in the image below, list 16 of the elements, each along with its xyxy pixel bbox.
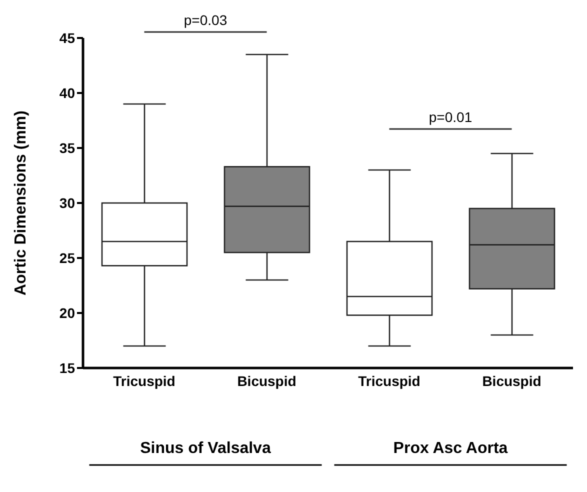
text: Sinus of Valsalva [140,440,271,457]
annotation: p=0.01 [428,109,472,125]
y-tick-label: 35 [59,140,76,156]
y-tick-label: 30 [59,194,76,211]
x-tick-label: Bicuspid [237,372,296,389]
x-tick-label: Tricuspid [113,372,176,389]
text: p=0.03 [184,12,228,28]
text: Prox Asc Aorta [393,440,508,457]
x-tick-label: Tricuspid [358,372,420,389]
y-tick-label: 45 [59,30,76,46]
x-tick-label: Bicuspid [482,372,542,389]
y-tick-label: 25 [59,250,76,266]
y-tick-label: 15 [59,360,76,376]
y-tick-label: 20 [59,304,76,321]
y-tick-label: 40 [59,84,76,101]
y-axis-title: Aortic Dimensions (mm) [12,110,30,296]
